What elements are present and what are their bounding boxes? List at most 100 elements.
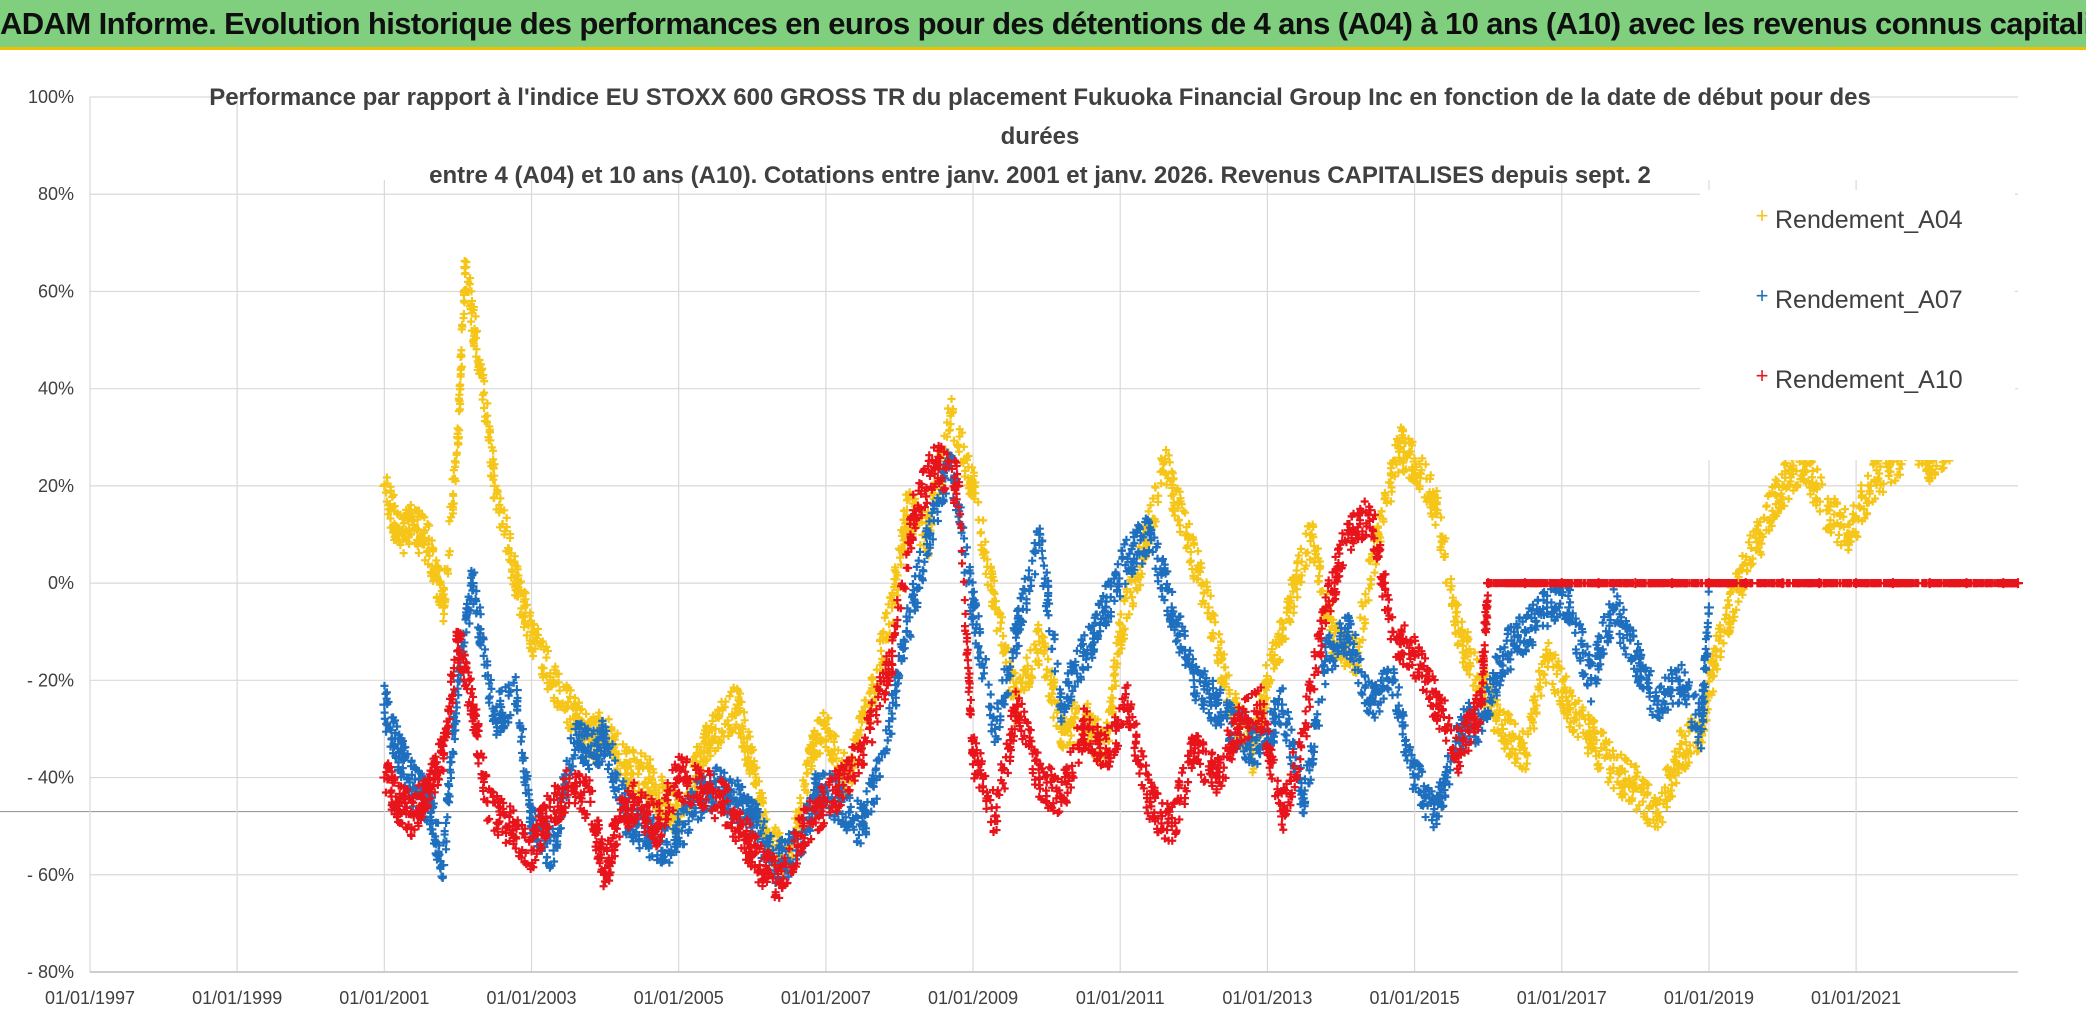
data-point — [1194, 547, 1203, 556]
data-point — [713, 705, 722, 714]
data-point — [549, 696, 558, 705]
data-point — [1042, 665, 1051, 674]
data-point — [1219, 650, 1228, 659]
data-point — [1059, 727, 1068, 736]
data-point — [449, 491, 458, 500]
data-point — [1193, 574, 1201, 583]
data-point — [657, 772, 666, 781]
data-point — [1053, 659, 1062, 668]
data-point — [546, 682, 555, 691]
data-point — [1039, 633, 1048, 642]
data-point — [740, 708, 749, 717]
data-point — [1113, 659, 1122, 668]
data-point — [1067, 731, 1076, 740]
data-point — [1111, 670, 1120, 679]
data-point — [402, 511, 411, 520]
data-point — [1065, 738, 1074, 747]
data-point — [629, 755, 638, 764]
data-point — [439, 609, 448, 618]
data-point — [398, 535, 407, 544]
data-point — [1157, 479, 1166, 488]
data-point — [552, 679, 561, 688]
data-point — [529, 652, 538, 661]
data-point — [1294, 551, 1303, 560]
data-point — [899, 506, 908, 515]
data-point — [440, 585, 449, 594]
data-point — [1279, 618, 1288, 627]
data-point — [1262, 672, 1271, 681]
data-point — [611, 748, 620, 757]
data-point — [1039, 649, 1048, 658]
data-point — [1261, 704, 1270, 713]
data-point — [444, 551, 453, 560]
data-point — [381, 689, 390, 698]
data-point — [1267, 655, 1276, 664]
data-point — [1049, 684, 1058, 693]
data-point — [1266, 676, 1275, 685]
data-point — [1116, 620, 1125, 629]
data-point — [1179, 507, 1188, 516]
data-point — [1172, 637, 1181, 646]
data-point — [564, 697, 573, 706]
data-point — [652, 791, 661, 800]
data-point — [1297, 577, 1306, 586]
data-point — [439, 617, 448, 626]
data-point — [1215, 630, 1224, 639]
data-point — [1813, 465, 1822, 474]
data-point — [1168, 480, 1177, 489]
data-point — [542, 653, 551, 662]
data-point — [1217, 637, 1226, 646]
data-point — [866, 687, 875, 696]
data-point — [825, 727, 834, 736]
data-point — [1173, 516, 1182, 525]
data-point — [802, 760, 811, 769]
data-point — [410, 525, 419, 534]
data-point — [830, 737, 839, 746]
data-point — [641, 752, 650, 761]
data-point — [955, 432, 964, 441]
data-point — [1161, 455, 1170, 464]
data-point — [1573, 732, 1582, 741]
data-point — [903, 496, 912, 505]
data-point — [478, 373, 487, 382]
data-point — [703, 755, 712, 764]
data-point — [1146, 501, 1155, 510]
data-point — [485, 428, 494, 437]
data-point — [386, 514, 395, 523]
data-point — [495, 500, 504, 509]
data-point — [735, 704, 744, 713]
data-point — [1127, 577, 1136, 586]
data-point — [859, 711, 868, 720]
data-point — [745, 732, 754, 741]
data-point — [1217, 656, 1226, 665]
data-point — [1165, 458, 1174, 467]
data-point — [829, 750, 838, 759]
data-point — [943, 432, 952, 441]
data-point — [1840, 505, 1849, 514]
data-point — [1220, 663, 1229, 672]
data-point — [987, 586, 996, 595]
data-point — [565, 692, 574, 701]
data-point — [868, 675, 877, 684]
header-title: ADAM Informe. Evolution historique des p… — [0, 6, 2086, 41]
data-point — [512, 587, 521, 596]
data-point — [1225, 686, 1234, 695]
data-point — [1023, 661, 1032, 670]
data-point — [560, 705, 569, 714]
data-point — [729, 683, 738, 692]
data-point — [445, 517, 454, 526]
data-point — [1303, 548, 1312, 557]
data-point — [1047, 698, 1056, 707]
data-point — [808, 733, 817, 742]
data-point — [896, 560, 905, 569]
data-point — [885, 620, 894, 629]
data-point — [888, 589, 897, 598]
data-point — [404, 516, 413, 525]
data-point — [717, 697, 726, 706]
data-point — [563, 718, 572, 727]
data-point — [627, 769, 636, 778]
data-point — [1072, 704, 1081, 713]
data-point — [431, 562, 440, 571]
data-point — [992, 626, 1001, 635]
